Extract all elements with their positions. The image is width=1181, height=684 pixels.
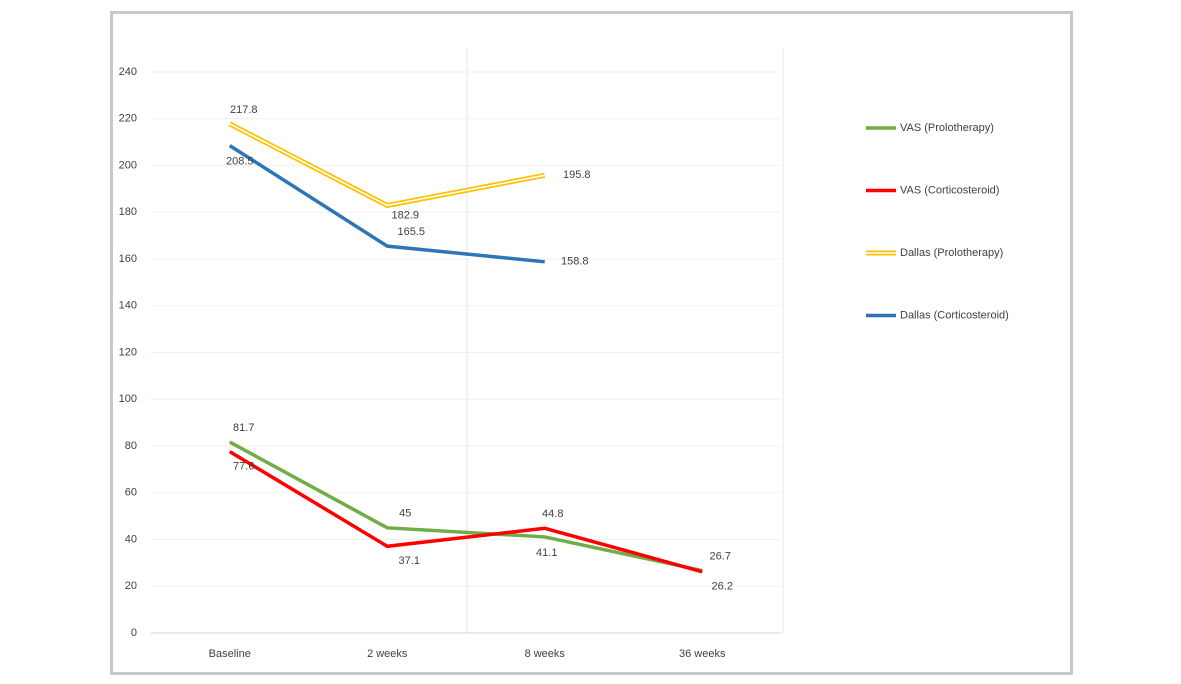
y-tick-label: 0 (131, 627, 137, 639)
data-label: 37.1 (399, 555, 420, 567)
y-tick-label: 240 (119, 66, 137, 78)
data-label: 41.1 (536, 547, 557, 559)
y-tick-label: 20 (125, 580, 137, 592)
y-tick-label: 40 (125, 533, 137, 545)
series-line (228, 440, 703, 573)
y-tick-label: 80 (125, 440, 137, 452)
data-label: 208.5 (226, 156, 254, 168)
x-tick-label: 2 weeks (367, 648, 408, 660)
data-label: 44.8 (542, 508, 563, 520)
legend-label: VAS (Corticosteroid) (900, 184, 999, 196)
y-tick-label: 160 (119, 253, 137, 265)
y-tick-label: 180 (119, 206, 137, 218)
data-label: 26.2 (712, 581, 733, 593)
legend-label: Dallas (Prolotherapy) (900, 247, 1003, 259)
x-tick-label: 8 weeks (525, 648, 566, 660)
data-label: 81.7 (233, 422, 254, 434)
series-line (228, 450, 703, 574)
y-tick-label: 60 (125, 487, 137, 499)
data-label: 45 (399, 508, 411, 520)
data-label: 217.8 (230, 104, 258, 116)
x-tick-label: Baseline (209, 648, 251, 660)
legend-label: Dallas (Corticosteroid) (900, 309, 1009, 321)
series-line-inner (229, 123, 545, 207)
y-tick-label: 200 (119, 159, 137, 171)
data-label: 182.9 (391, 209, 419, 221)
y-tick-label: 220 (119, 113, 137, 125)
series-line (228, 144, 545, 264)
y-tick-label: 100 (119, 393, 137, 405)
data-label: 165.5 (397, 226, 425, 238)
y-tick-label: 140 (119, 300, 137, 312)
data-label: 26.7 (710, 550, 731, 562)
legend-label: VAS (Prolotherapy) (900, 122, 994, 134)
data-label: 77.6 (233, 461, 254, 473)
y-tick-label: 120 (119, 346, 137, 358)
x-tick-label: 36 weeks (679, 648, 726, 660)
data-label: 195.8 (563, 169, 591, 181)
data-label: 158.8 (561, 256, 589, 268)
chart-frame (110, 11, 1073, 675)
